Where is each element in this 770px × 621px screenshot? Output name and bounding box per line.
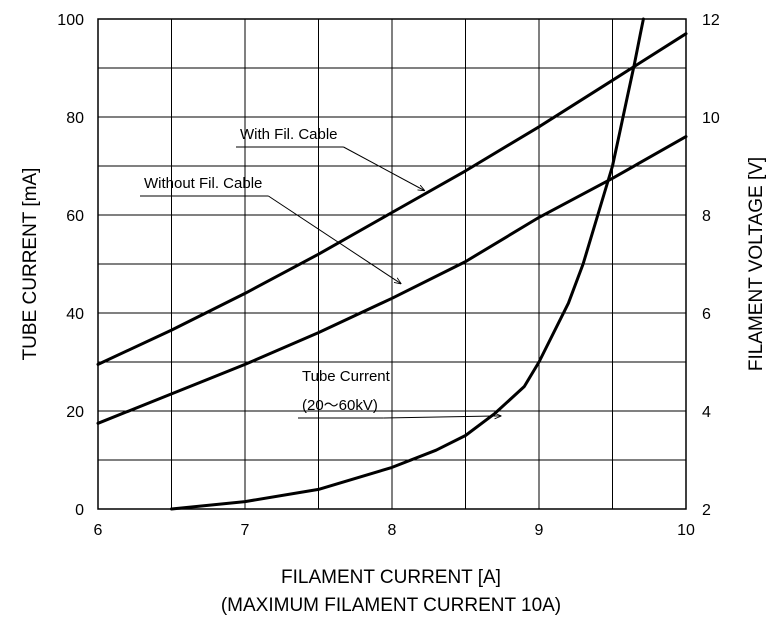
y-left-tick-label: 0 — [75, 502, 84, 519]
with-fil-cable-leader-arrow — [344, 147, 425, 191]
grid-lines — [98, 19, 686, 509]
x-tick-label: 7 — [241, 522, 250, 539]
x-axis-sublabel: (MAXIMUM FILAMENT CURRENT 10A) — [221, 595, 561, 616]
y-left-tick-label: 20 — [66, 404, 84, 421]
annotation-without-fil-cable: Without Fil. Cable — [144, 175, 262, 192]
y-left-tick-label: 40 — [66, 306, 84, 323]
y-axis-right-label: FILAMENT VOLTAGE [V] — [746, 157, 767, 371]
y-right-tick-label: 4 — [702, 404, 711, 421]
x-axis-label: FILAMENT CURRENT [A] — [281, 567, 501, 588]
annotation-tube-current-range: (20〜60kV) — [302, 397, 378, 414]
x-tick-label: 10 — [677, 522, 695, 539]
x-tick-label: 6 — [94, 522, 103, 539]
annotation-tube-current: Tube Current — [302, 368, 391, 385]
y-left-tick-label: 80 — [66, 110, 84, 127]
tube-current-leader-arrow — [384, 416, 501, 418]
y-right-tick-label: 10 — [702, 110, 720, 127]
y-axis-left-label: TUBE CURRENT [mA] — [20, 168, 41, 361]
y-left-tick-label: 100 — [57, 12, 84, 29]
y-left-tick-label: 60 — [66, 208, 84, 225]
y-right-tick-label: 8 — [702, 208, 711, 225]
y-right-tick-label: 2 — [702, 502, 711, 519]
x-tick-label: 9 — [535, 522, 544, 539]
y-right-tick-label: 12 — [702, 12, 720, 29]
y-right-tick-label: 6 — [702, 306, 711, 323]
x-tick-label: 8 — [388, 522, 397, 539]
annotation-with-fil-cable: With Fil. Cable — [240, 126, 338, 143]
